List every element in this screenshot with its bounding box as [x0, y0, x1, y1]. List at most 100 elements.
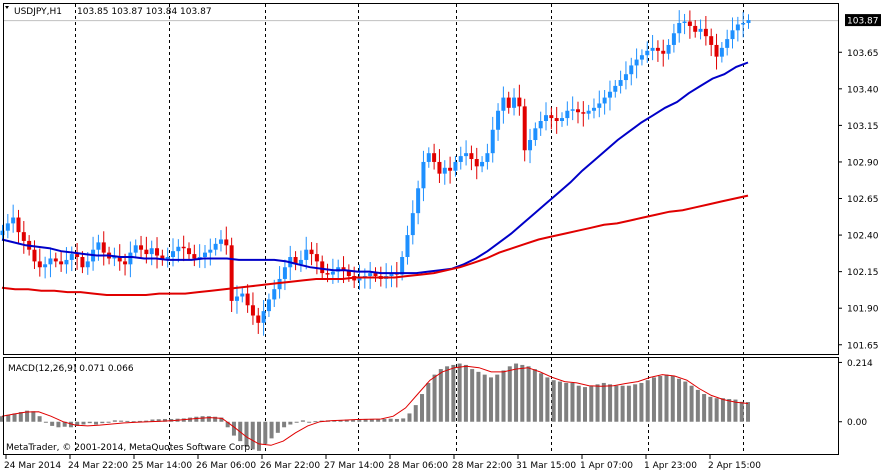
candle-bull	[202, 252, 207, 258]
candle-bear	[256, 315, 261, 323]
macd-bar	[194, 416, 199, 422]
candle-bear	[448, 167, 453, 171]
macd-bar	[470, 369, 475, 422]
macd-bar	[507, 366, 512, 422]
candle-bull	[480, 161, 485, 167]
macd-bar	[112, 420, 117, 422]
candle-bear	[432, 153, 437, 162]
macd-bar	[68, 421, 73, 428]
macd-bar	[576, 385, 581, 422]
macd-bar	[394, 418, 399, 422]
macd-bar	[332, 420, 337, 422]
candle-bull	[725, 39, 730, 48]
macd-bar	[733, 399, 738, 422]
candle-bull	[272, 289, 277, 300]
macd-bar	[344, 419, 349, 422]
candle-bull	[730, 30, 735, 40]
candle-bull	[128, 252, 133, 265]
candle-bull	[666, 44, 671, 54]
grid-layer	[4, 4, 838, 455]
candle-bull	[650, 47, 655, 51]
macd-bar	[689, 385, 694, 422]
macd-bar	[570, 382, 575, 422]
candle-bull	[597, 103, 602, 108]
macd-bar	[137, 420, 142, 422]
candle-bull	[618, 80, 623, 86]
candle-bear	[469, 153, 474, 160]
macd-bar	[363, 418, 368, 422]
candle-bear	[155, 248, 160, 256]
candle-bear	[80, 257, 85, 268]
dropdown-triangle-icon[interactable]	[5, 6, 9, 9]
candle-bull	[682, 21, 687, 24]
candle-bear	[123, 261, 128, 265]
macd-bar	[369, 419, 374, 422]
x-tick-label: 24 Mar 22:00	[68, 461, 128, 471]
candle-bull	[544, 115, 549, 121]
candle-bear	[32, 249, 37, 262]
candle-bull	[639, 55, 644, 60]
macd-bar	[426, 382, 431, 422]
candle-bear	[21, 232, 26, 241]
macd-bar	[0, 416, 4, 422]
macd-bar	[401, 418, 406, 422]
candle-bear	[522, 106, 527, 151]
macd-bar	[695, 389, 700, 422]
candle-bear	[187, 248, 191, 255]
macd-bar	[351, 419, 356, 422]
macd-bar	[532, 369, 537, 422]
macd-bar	[213, 416, 218, 422]
macd-bar	[156, 419, 161, 422]
macd-bar	[407, 413, 412, 422]
macd-bar	[482, 374, 487, 422]
macd-bar	[225, 421, 230, 428]
candle-bull	[400, 257, 405, 275]
candle-bull	[533, 128, 538, 141]
macd-bar	[520, 364, 525, 422]
candle-bull	[591, 107, 596, 111]
y-tick-label: 101.65	[847, 341, 879, 351]
candle-bull	[69, 254, 74, 260]
candle-bear	[474, 159, 479, 167]
macd-bar	[633, 384, 638, 422]
candle-bull	[741, 23, 746, 25]
macd-bar	[357, 419, 362, 422]
candle-bull	[607, 91, 612, 98]
candle-bull	[490, 129, 495, 154]
candle-bull	[266, 299, 271, 312]
macd-bar	[476, 371, 481, 422]
macd-bar	[608, 384, 613, 422]
macd-bar	[545, 377, 550, 422]
symbol-label: USDJPY,H1	[14, 7, 62, 17]
candle-bear	[373, 273, 378, 277]
macd-bar	[125, 420, 130, 422]
candle-bull	[357, 277, 362, 281]
macd-bar	[639, 382, 644, 422]
macd-bar	[106, 421, 111, 423]
macd-bar	[50, 421, 55, 426]
candle-bull	[5, 223, 10, 231]
candle-bull	[234, 296, 239, 301]
candle-bull	[719, 47, 724, 57]
candle-bear	[687, 21, 692, 26]
candle-bull	[11, 217, 16, 224]
x-tick-label: 1 Apr 07:00	[580, 461, 633, 471]
candle-bear	[59, 261, 64, 265]
candle-bull	[735, 24, 740, 31]
macd-bar	[282, 421, 287, 428]
macd-bar	[645, 380, 650, 422]
candle-bear	[655, 47, 660, 51]
macd-bar	[250, 421, 255, 450]
macd-bar	[413, 405, 418, 422]
ohlc-values: 103.85 103.87 103.84 103.87	[77, 7, 212, 17]
candle-bull	[586, 110, 591, 114]
macd-bar	[595, 384, 600, 422]
macd-bar	[144, 420, 149, 422]
candle-bull	[197, 257, 202, 259]
macd-bar	[739, 401, 744, 422]
price-panel	[0, 10, 751, 336]
candle-bull	[565, 110, 570, 119]
candle-bear	[693, 25, 698, 32]
macd-y-tick-label: 0.00	[847, 418, 867, 428]
candle-bull	[213, 243, 218, 250]
